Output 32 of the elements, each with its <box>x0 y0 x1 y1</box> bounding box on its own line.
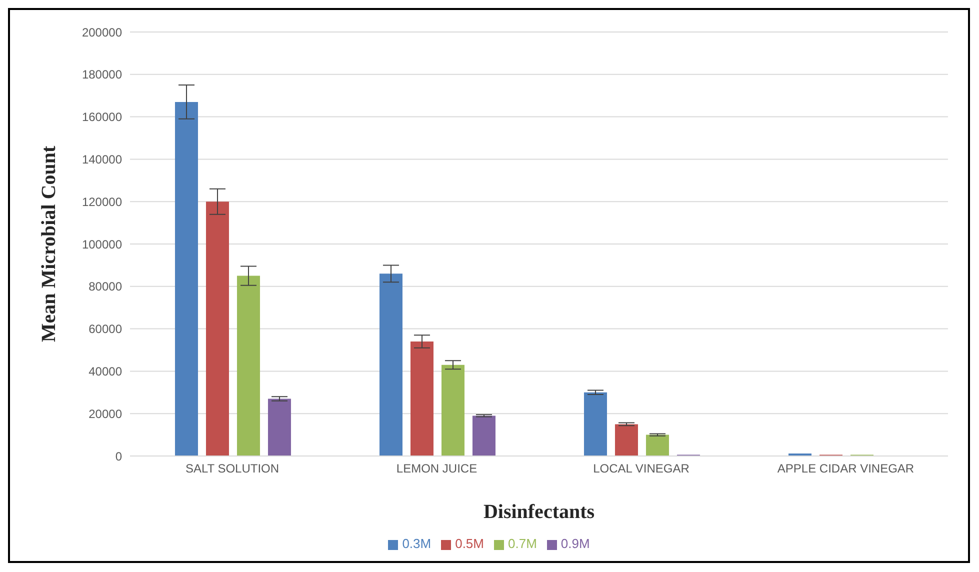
bar <box>206 202 229 456</box>
bar <box>584 392 607 456</box>
y-tick-label: 80000 <box>88 280 122 294</box>
y-tick-label: 180000 <box>82 68 122 82</box>
bar <box>646 434 669 456</box>
bar <box>379 274 402 456</box>
legend-label: 0.5M <box>455 536 484 551</box>
bar <box>472 416 496 456</box>
legend-label: 0.9M <box>560 536 590 551</box>
x-tick-label: APPLE CIDAR VINEGAR <box>777 462 914 476</box>
bar <box>614 424 638 456</box>
y-tick-label: 60000 <box>88 322 122 336</box>
x-tick-label: SALT SOLUTION <box>185 462 280 476</box>
y-tick-label: 140000 <box>82 152 122 166</box>
x-tick-label: LEMON JUICE <box>396 462 478 476</box>
y-tick-label: 120000 <box>82 194 122 209</box>
bar <box>268 398 291 456</box>
y-tick-label: 0 <box>115 449 122 464</box>
x-tick-label: LOCAL VINEGAR <box>593 462 690 476</box>
bar <box>441 364 464 456</box>
y-tick-label: 20000 <box>88 406 122 421</box>
y-tick-label: 100000 <box>82 237 122 252</box>
y-axis-title: Mean Microbial Count <box>38 146 60 342</box>
y-tick-label: 160000 <box>82 110 122 124</box>
legend-label: 0.3M <box>402 536 432 551</box>
bar <box>410 342 434 456</box>
y-tick-label: 40000 <box>88 364 122 378</box>
bar <box>174 102 198 456</box>
bar <box>236 276 260 456</box>
x-axis-title: Disinfectants <box>483 501 595 523</box>
legend-label: 0.7M <box>508 536 537 551</box>
y-tick-label: 200000 <box>82 25 122 40</box>
